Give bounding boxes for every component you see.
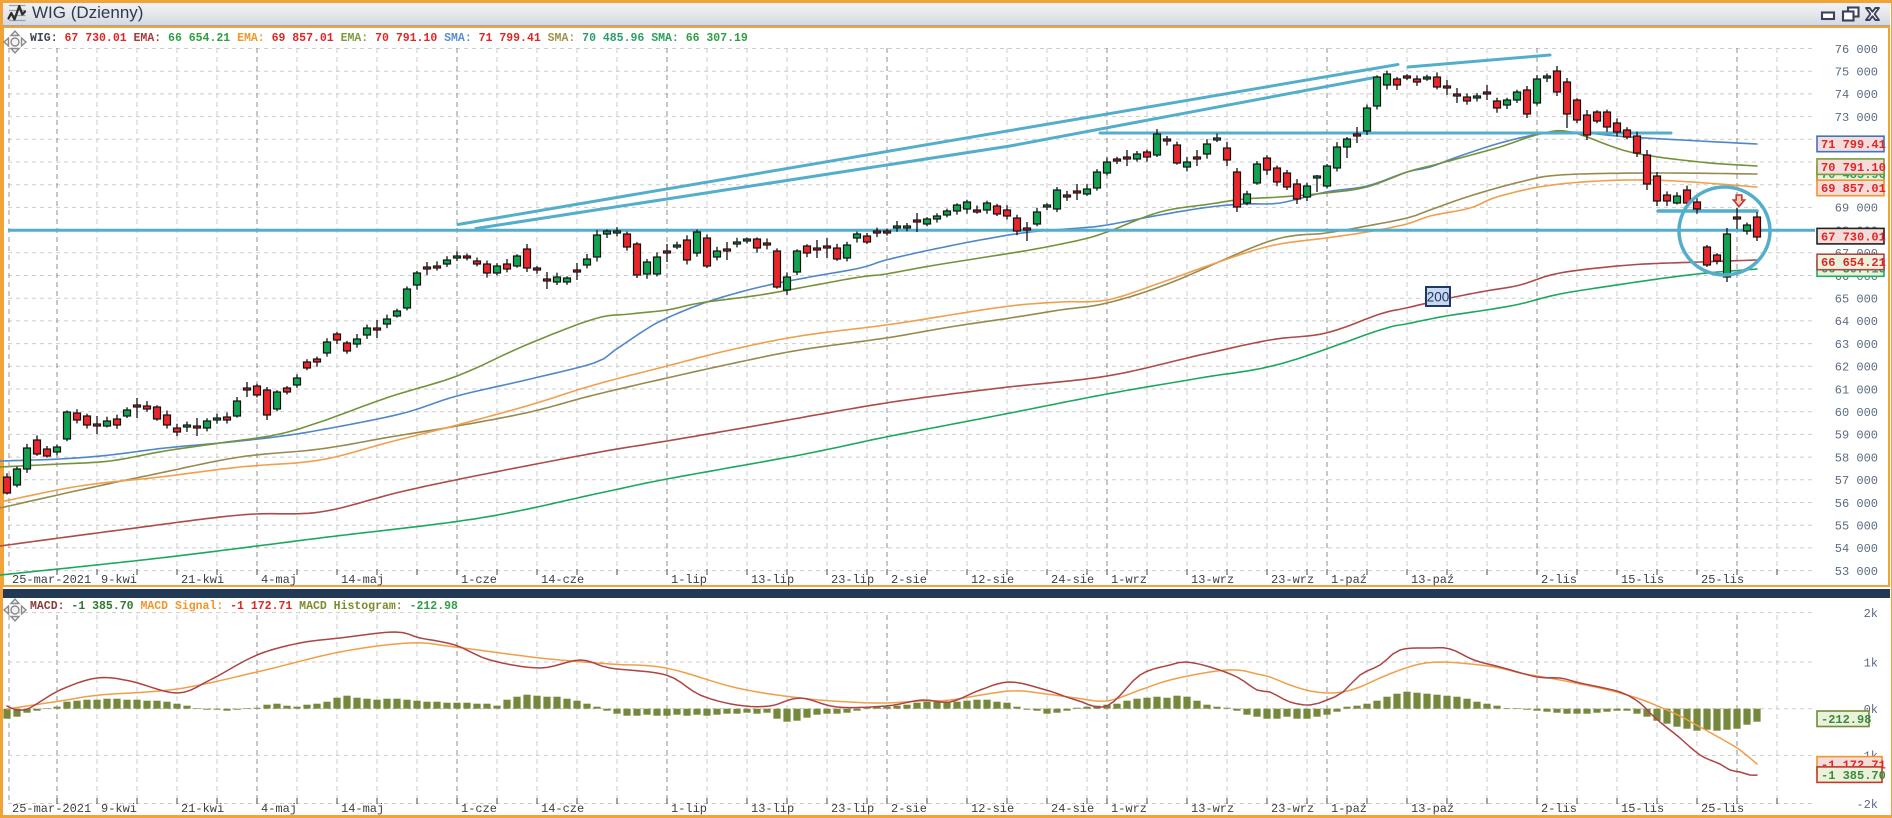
svg-text:58 000: 58 000 — [1835, 451, 1878, 465]
svg-text:12-sie: 12-sie — [971, 802, 1014, 816]
svg-text:23-lip: 23-lip — [831, 802, 874, 816]
svg-text:60 000: 60 000 — [1835, 406, 1878, 420]
svg-text:200: 200 — [1427, 290, 1450, 305]
svg-text:15-lis: 15-lis — [1621, 573, 1664, 587]
svg-text:64 000: 64 000 — [1835, 315, 1878, 329]
svg-text:24-sie: 24-sie — [1051, 573, 1094, 587]
svg-text:1-wrz: 1-wrz — [1111, 802, 1147, 816]
svg-text:23-wrz: 23-wrz — [1271, 573, 1314, 587]
svg-text:54 000: 54 000 — [1835, 542, 1878, 556]
svg-text:69 857.01: 69 857.01 — [1821, 182, 1886, 196]
svg-text:25-lis: 25-lis — [1701, 802, 1744, 816]
svg-text:55 000: 55 000 — [1835, 520, 1878, 534]
svg-text:25-mar-2021: 25-mar-2021 — [12, 802, 91, 816]
svg-text:1k: 1k — [1864, 656, 1878, 670]
svg-text:76 000: 76 000 — [1835, 43, 1878, 57]
svg-text:MACD: -1 385.70 MACD Signal: -: MACD: -1 385.70 MACD Signal: -1 172.71 M… — [30, 600, 458, 613]
svg-text:13-wrz: 13-wrz — [1191, 802, 1234, 816]
svg-text:71 799.41: 71 799.41 — [1821, 138, 1886, 152]
svg-text:65 000: 65 000 — [1835, 293, 1878, 307]
svg-text:13-paź: 13-paź — [1411, 802, 1454, 816]
svg-text:2k: 2k — [1864, 607, 1878, 621]
svg-text:14-maj: 14-maj — [341, 573, 384, 587]
svg-text:21-kwi: 21-kwi — [181, 802, 224, 816]
svg-text:9-kwi: 9-kwi — [101, 573, 137, 587]
svg-text:57 000: 57 000 — [1835, 474, 1878, 488]
svg-text:62 000: 62 000 — [1835, 361, 1878, 375]
svg-text:2-lis: 2-lis — [1541, 802, 1577, 816]
svg-text:1-paź: 1-paź — [1331, 802, 1367, 816]
svg-text:21-kwi: 21-kwi — [181, 573, 224, 587]
svg-text:1-paź: 1-paź — [1331, 573, 1367, 587]
svg-text:WIG: 67 730.01 EMA: 66 654.21: WIG: 67 730.01 EMA: 66 654.21 EMA: 69 85… — [30, 32, 748, 45]
svg-text:67 730.01: 67 730.01 — [1821, 230, 1886, 244]
svg-text:25-lis: 25-lis — [1701, 573, 1744, 587]
svg-text:23-wrz: 23-wrz — [1271, 802, 1314, 816]
svg-text:73 000: 73 000 — [1835, 111, 1878, 125]
svg-text:1-cze: 1-cze — [461, 802, 497, 816]
svg-text:1-lip: 1-lip — [671, 802, 707, 816]
svg-text:70 791.10: 70 791.10 — [1821, 161, 1886, 175]
svg-text:12-sie: 12-sie — [971, 573, 1014, 587]
svg-text:53 000: 53 000 — [1835, 565, 1878, 579]
svg-text:13-paź: 13-paź — [1411, 573, 1454, 587]
svg-text:63 000: 63 000 — [1835, 338, 1878, 352]
svg-text:9-kwi: 9-kwi — [101, 802, 137, 816]
svg-text:1-cze: 1-cze — [461, 573, 497, 587]
svg-text:14-maj: 14-maj — [341, 802, 384, 816]
svg-text:23-lip: 23-lip — [831, 573, 874, 587]
svg-text:74 000: 74 000 — [1835, 88, 1878, 102]
svg-text:13-lip: 13-lip — [751, 802, 794, 816]
svg-text:4-maj: 4-maj — [261, 573, 297, 587]
svg-text:75 000: 75 000 — [1835, 66, 1878, 80]
svg-text:15-lis: 15-lis — [1621, 802, 1664, 816]
svg-text:61 000: 61 000 — [1835, 383, 1878, 397]
svg-text:1-lip: 1-lip — [671, 573, 707, 587]
svg-text:14-cze: 14-cze — [541, 573, 584, 587]
svg-text:2-sie: 2-sie — [891, 573, 927, 587]
svg-text:-1 385.70: -1 385.70 — [1821, 769, 1886, 783]
svg-text:-2k: -2k — [1856, 798, 1878, 812]
svg-text:56 000: 56 000 — [1835, 497, 1878, 511]
svg-text:14-cze: 14-cze — [541, 802, 584, 816]
svg-text:-212.98: -212.98 — [1821, 713, 1871, 727]
svg-text:24-sie: 24-sie — [1051, 802, 1094, 816]
svg-text:25-mar-2021: 25-mar-2021 — [12, 573, 91, 587]
svg-text:4-maj: 4-maj — [261, 802, 297, 816]
svg-text:2-lis: 2-lis — [1541, 573, 1577, 587]
svg-text:1-wrz: 1-wrz — [1111, 573, 1147, 587]
svg-text:59 000: 59 000 — [1835, 429, 1878, 443]
svg-text:2-sie: 2-sie — [891, 802, 927, 816]
svg-text:66 654.21: 66 654.21 — [1821, 256, 1886, 270]
svg-text:13-lip: 13-lip — [751, 573, 794, 587]
svg-text:69 000: 69 000 — [1835, 202, 1878, 216]
svg-text:13-wrz: 13-wrz — [1191, 573, 1234, 587]
